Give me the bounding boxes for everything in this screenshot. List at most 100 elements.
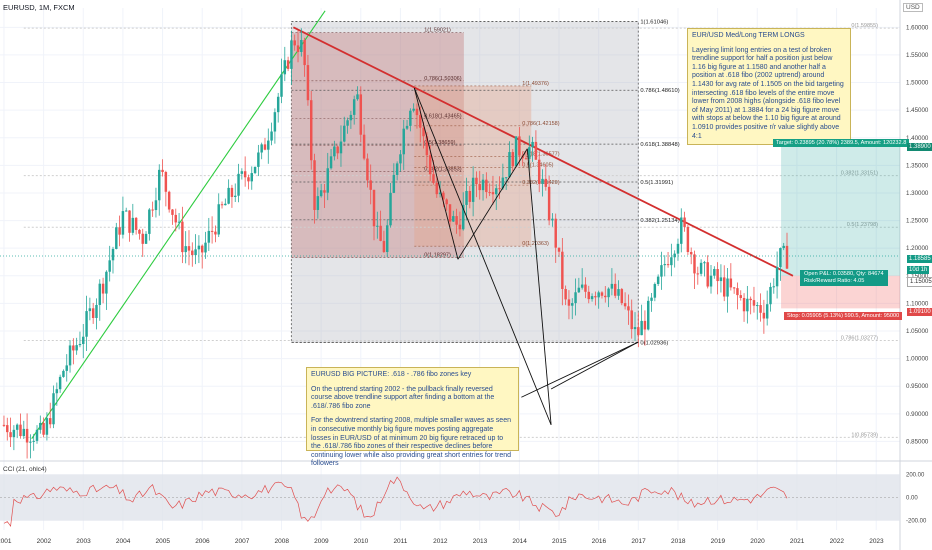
candle-body	[544, 178, 548, 187]
candle-body	[713, 269, 716, 276]
fib-mid-label: 0(1.18297)	[424, 253, 451, 259]
note-bottom-para-2: For the downtrend starting 2008, multipl…	[311, 417, 511, 468]
price-tag-time: 10d 1h	[907, 266, 930, 274]
candle-body	[115, 227, 118, 249]
candle-body	[590, 296, 594, 300]
candle-body	[412, 108, 415, 111]
candle-body	[161, 169, 164, 173]
candle-body	[267, 140, 270, 150]
candle-body	[719, 277, 723, 282]
candle-body	[273, 112, 277, 132]
candle-body	[91, 308, 95, 318]
candle-body	[253, 166, 257, 174]
candle-body	[167, 191, 171, 210]
y-tick-label: 1.30000	[906, 190, 929, 197]
note-right-title: EUR/USD Med/Long TERM LONGS	[692, 32, 805, 39]
candle-body	[574, 292, 577, 304]
target-label: Target: 0.23895 (20.78%) 2389.5, Amount:…	[773, 139, 910, 147]
fib-small-label: 0.618(1.36577)	[522, 152, 559, 158]
candle-body	[389, 192, 392, 226]
candle-body	[283, 60, 287, 75]
currency-label[interactable]: USD	[903, 3, 923, 12]
candle-body	[531, 141, 534, 148]
candle-body	[752, 300, 756, 306]
candle-body	[158, 169, 161, 201]
candle-body	[399, 154, 402, 164]
price-tag-open: 1.15005	[907, 277, 932, 287]
candle-body	[131, 217, 135, 233]
candle-body	[468, 190, 472, 202]
stop-label: Stop: 0.05905 (5.13%) 590.5, Amount: 950…	[784, 312, 903, 320]
note-right[interactable]: EUR/USD Med/Long TERM LONGS Layering lim…	[687, 28, 851, 145]
candle-body	[432, 174, 435, 183]
candle-body	[627, 306, 630, 311]
candle-body	[653, 284, 657, 298]
candle-body	[693, 254, 696, 274]
candle-body	[237, 173, 240, 196]
candle-body	[214, 231, 217, 235]
candle-body	[148, 209, 151, 234]
price-tag-current: 1.18585	[907, 255, 932, 263]
candle-body	[756, 305, 759, 307]
candle-body	[234, 195, 237, 197]
y-tick-label: 1.05000	[906, 328, 929, 335]
candle-body	[207, 230, 211, 243]
candle-body	[121, 211, 125, 235]
candle-body	[495, 188, 498, 195]
candle-body	[39, 422, 42, 430]
candle-body	[422, 127, 425, 137]
y-tick-label: 0.85000	[906, 438, 929, 445]
candle-body	[663, 264, 666, 266]
candle-body	[197, 245, 201, 250]
price-tag-target: 1.38900	[907, 143, 932, 151]
candle-body	[19, 424, 22, 437]
x-tick-label: 2002	[37, 538, 52, 545]
candle-body	[442, 192, 445, 200]
candle-body	[78, 343, 82, 346]
candle-body	[772, 286, 776, 288]
x-tick-label: 2006	[195, 538, 210, 545]
candle-body	[620, 289, 624, 304]
candle-body	[369, 180, 372, 190]
candle-body	[746, 298, 749, 312]
candle-body	[699, 262, 703, 274]
annotation-arrow	[550, 341, 639, 390]
candle-body	[775, 267, 779, 287]
candle-body	[732, 287, 736, 289]
candle-body	[650, 297, 653, 301]
candle-body	[471, 177, 475, 202]
downtrend-line	[292, 26, 794, 277]
note-bottom[interactable]: EURUSD BIG PICTURE: .618 - .786 fibo zon…	[306, 367, 519, 467]
candle-body	[58, 376, 62, 390]
candle-body	[742, 297, 746, 312]
candle-body	[326, 168, 329, 193]
candle-body	[749, 298, 752, 301]
candle-body	[2, 424, 6, 426]
candle-body	[782, 245, 785, 249]
candle-body	[551, 218, 554, 221]
candle-body	[62, 370, 65, 377]
candle-body	[686, 226, 690, 253]
candle-body	[323, 190, 326, 193]
candle-body	[534, 141, 538, 160]
x-tick-label: 2003	[76, 538, 91, 545]
candle-body	[356, 94, 359, 100]
candle-body	[224, 203, 227, 206]
candle-body	[227, 187, 230, 204]
candle-body	[362, 134, 366, 159]
x-tick-label: 2020	[750, 538, 765, 545]
candle-body	[541, 178, 544, 184]
candle-body	[144, 233, 148, 244]
y-tick-label: 0.90000	[906, 411, 929, 418]
candle-body	[65, 365, 68, 371]
note-bottom-para-1: On the uptrend starting 2002 - the pullb…	[311, 385, 495, 410]
candle-body	[187, 246, 191, 251]
candle-body	[75, 345, 78, 351]
candle-body	[564, 288, 567, 300]
candle-body	[428, 155, 432, 175]
x-tick-label: 2019	[711, 538, 726, 545]
candle-body	[630, 310, 633, 330]
candle-body	[12, 429, 16, 438]
candle-body	[722, 277, 726, 297]
